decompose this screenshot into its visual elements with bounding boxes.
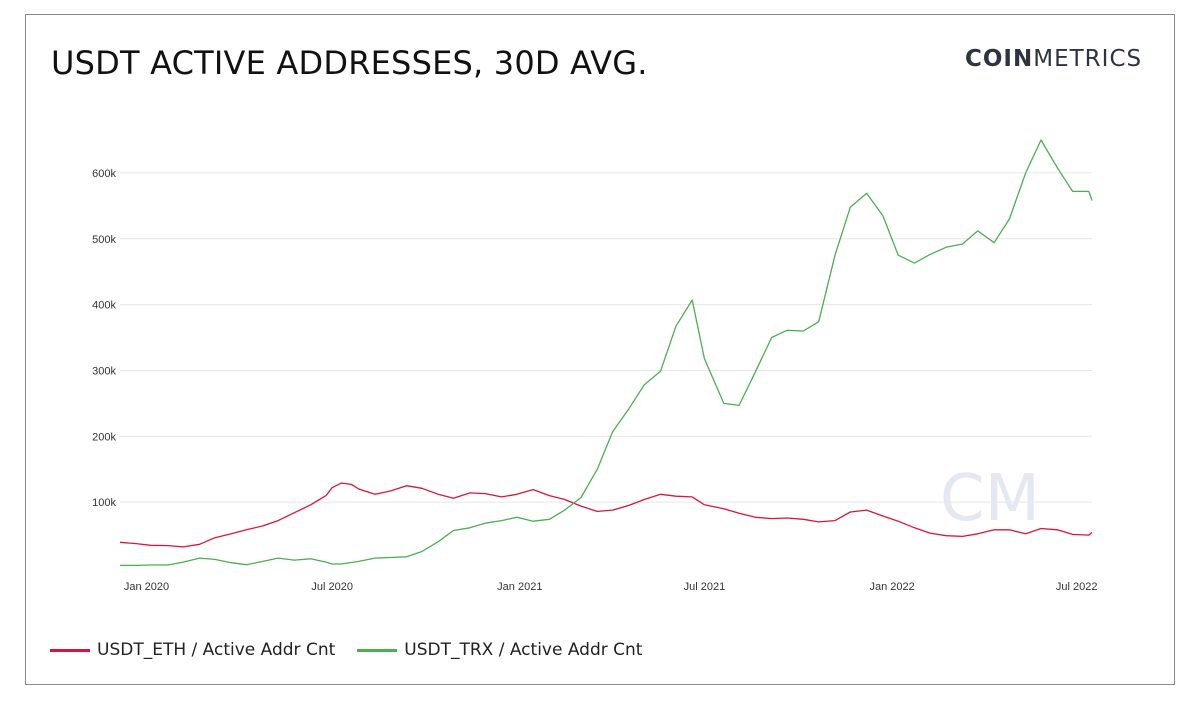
cm-watermark: CM — [940, 462, 1040, 536]
y-tick-label: 100k — [92, 497, 116, 509]
x-tick-label: Jul 2020 — [311, 581, 353, 593]
series-lines — [119, 139, 1093, 567]
y-tick-label: 400k — [92, 300, 116, 312]
x-tick-label: Jan 2021 — [497, 581, 542, 593]
y-tick-label: 200k — [92, 431, 116, 443]
series-line-usdt-trx — [120, 139, 1093, 567]
chart-card — [25, 14, 1175, 685]
legend-label-eth: USDT_ETH / Active Addr Cnt — [97, 640, 336, 660]
gridlines — [120, 172, 1092, 503]
legend-item-trx[interactable]: USDT_TRX / Active Addr Cnt — [357, 640, 642, 660]
legend-item-eth[interactable]: USDT_ETH / Active Addr Cnt — [50, 640, 335, 660]
legend-swatch-trx — [357, 648, 398, 652]
x-tick-label: Jul 2021 — [684, 581, 726, 593]
legend-swatch-eth — [50, 648, 90, 652]
legend-label-trx: USDT_TRX / Active Addr Cnt — [404, 640, 643, 660]
y-tick-label: 600k — [92, 168, 116, 180]
y-tick-label: 500k — [92, 234, 116, 246]
logo-bold-part: COIN — [965, 46, 1034, 72]
y-tick-label: 300k — [92, 365, 116, 377]
series-line-usdt-eth — [119, 482, 1093, 548]
x-tick-label: Jan 2020 — [124, 581, 169, 593]
coinmetrics-logo: COINMETRICS — [965, 46, 1142, 72]
logo-light-part: METRICS — [1033, 46, 1143, 72]
y-axis-ticks: 100k 200k 300k 400k 500k 600k — [92, 168, 116, 509]
x-axis-ticks: Jan 2020 Jul 2020 Jan 2021 Jul 2021 Jan 2022… — [124, 581, 1098, 593]
x-tick-label: Jul 2022 — [1056, 581, 1098, 593]
x-tick-label: Jan 2022 — [869, 581, 914, 593]
legend: USDT_ETH / Active Addr Cnt USDT_TRX / Ac… — [50, 640, 664, 660]
chart-title: USDT ACTIVE ADDRESSES, 30D AVG. — [51, 44, 648, 82]
